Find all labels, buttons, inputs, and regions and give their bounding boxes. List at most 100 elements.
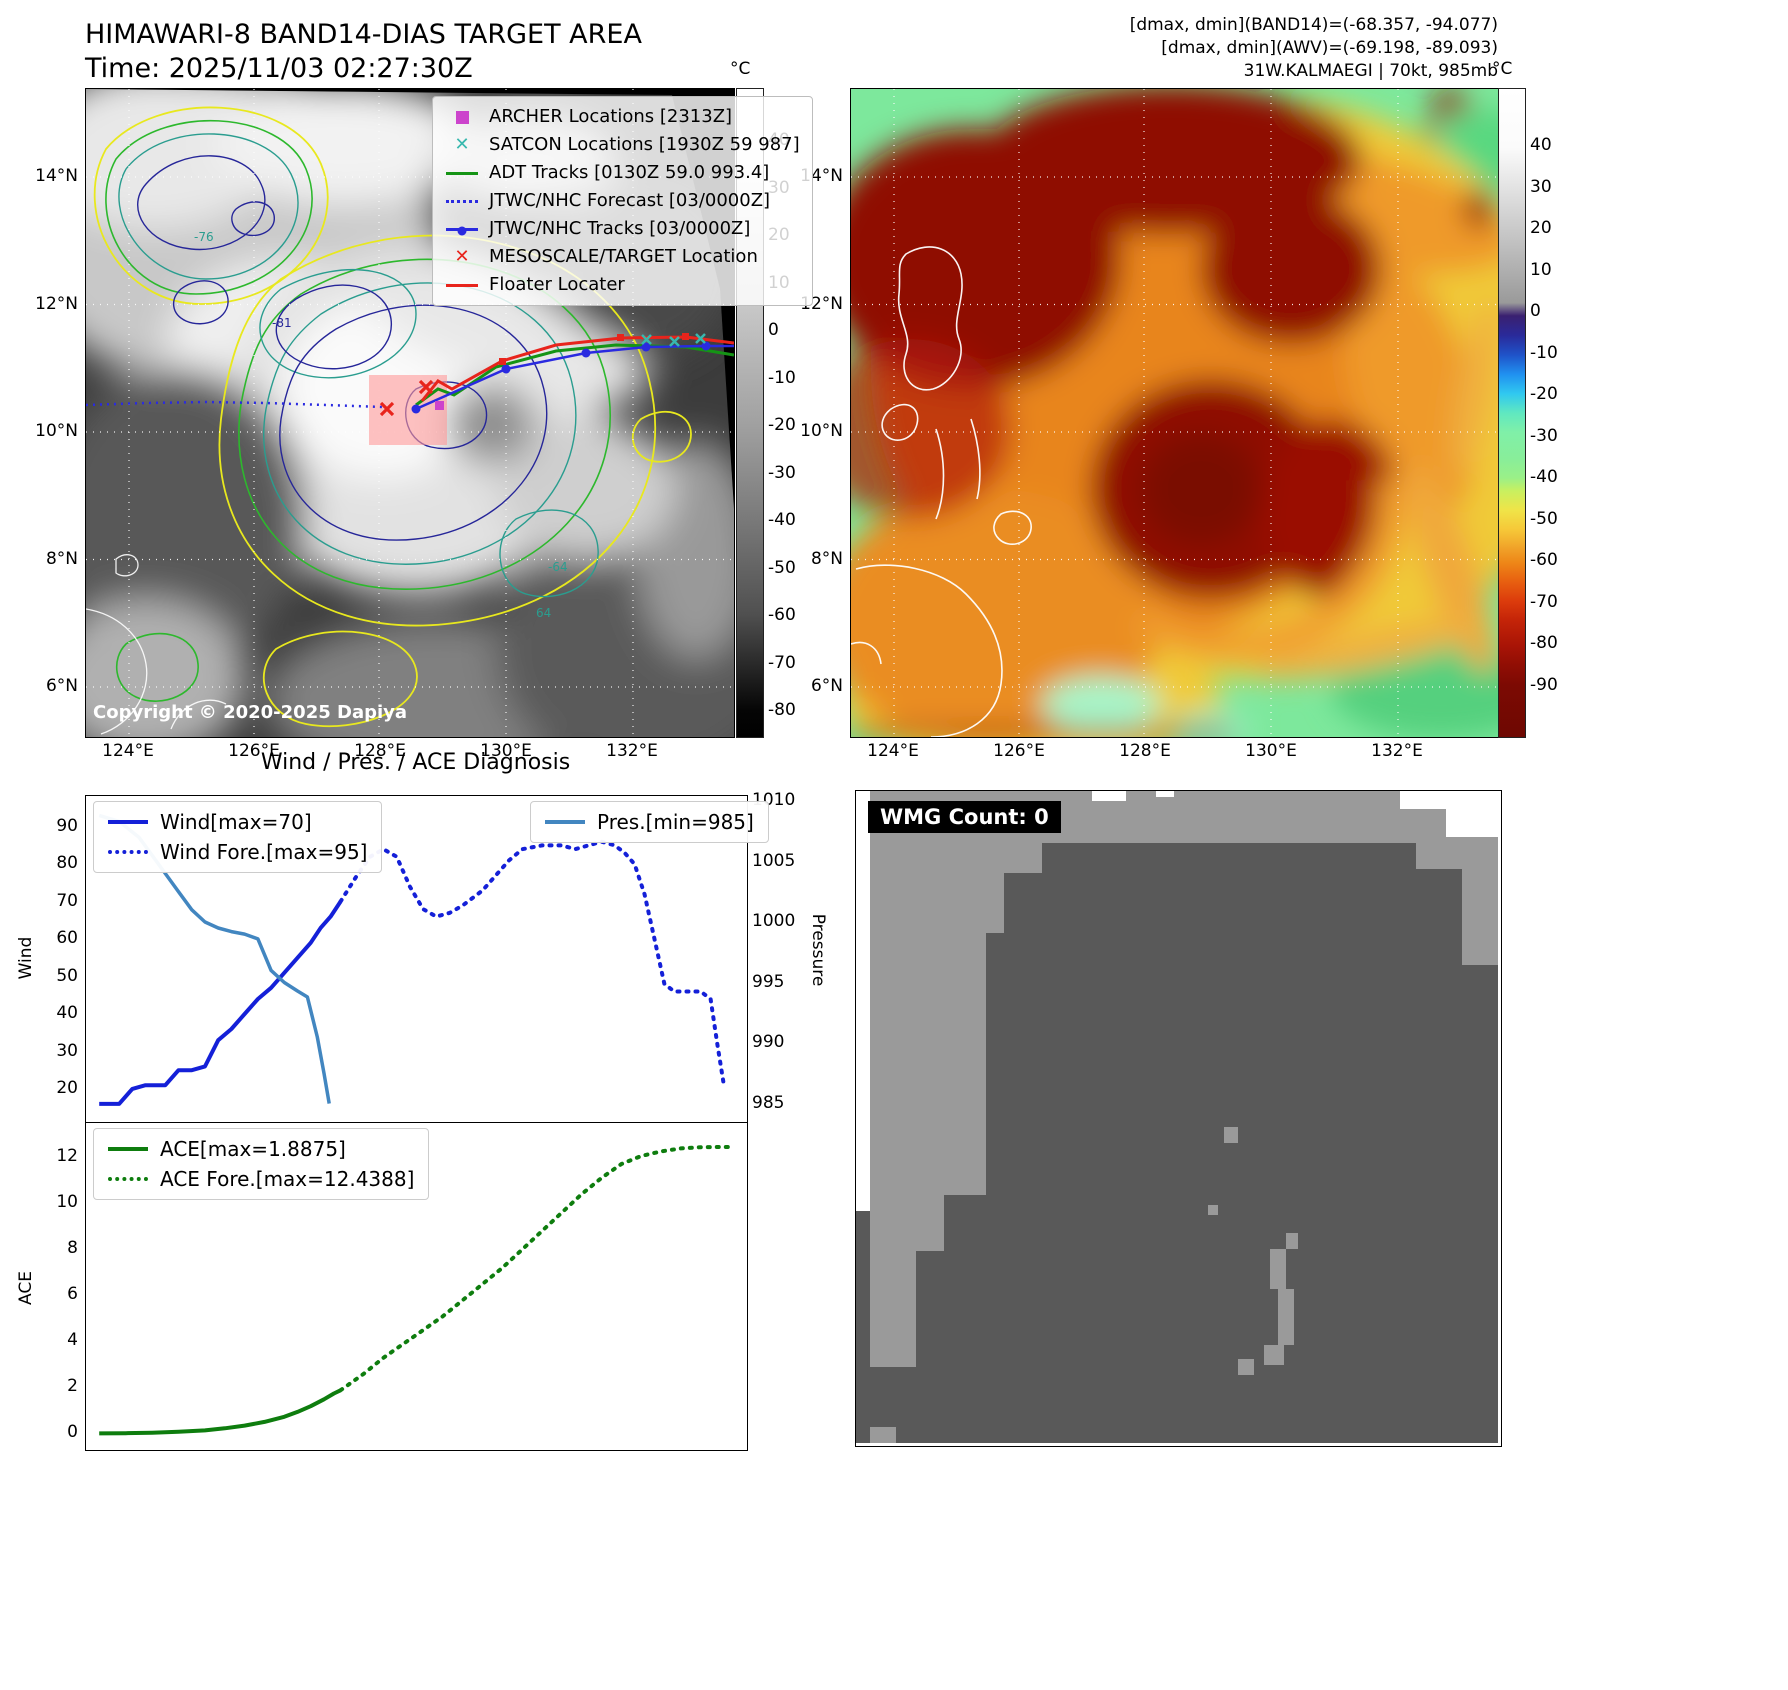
awv-lon-ticks: 124°E 126°E 128°E 130°E 132°E [863, 740, 1427, 762]
y-tick: 10 [56, 1192, 78, 1212]
floater-line-icon [445, 283, 479, 287]
wind-legend: Wind[max=70] Wind Fore.[max=95] [93, 801, 383, 873]
archer-square-icon [445, 110, 479, 124]
jtwc-track-points [411, 341, 711, 414]
legend-row-jtwc-tracks: JTWC/NHC Tracks [03/0000Z] [445, 218, 800, 240]
lat-tick: 10°N [35, 421, 78, 441]
colorbar-tick: -90 [1530, 674, 1558, 695]
lat-tick: 10°N [800, 421, 843, 441]
colorbar-tick: 30 [1530, 176, 1552, 197]
pressure-line-icon [545, 820, 585, 824]
copyright-text: Copyright © 2020-2025 Dapiya [93, 702, 408, 723]
y-tick: 2 [67, 1376, 78, 1396]
ace-observed-line [99, 1388, 342, 1436]
legend-row-adt: ADT Tracks [0130Z 59.0 993.4] [445, 162, 800, 184]
jtwc-track-line [415, 344, 734, 411]
colorbar-tick: -80 [1530, 633, 1558, 654]
wind-line-icon [108, 820, 148, 824]
colorbar-tick: -20 [768, 415, 796, 435]
lon-tick: 126°E [228, 741, 280, 761]
mesoscale-x-icon: ✕ [454, 246, 470, 267]
legend-label: ACE[max=1.8875] [160, 1137, 346, 1161]
lon-tick: 130°E [480, 741, 532, 761]
lat-tick: 12°N [35, 293, 78, 314]
legend-label: MESOSCALE/TARGET Location [489, 246, 758, 267]
y-tick: 70 [56, 890, 78, 911]
y-tick: 90 [56, 816, 78, 836]
wind-axis-ticks: 90 80 70 60 50 40 30 20 [34, 815, 78, 1099]
lon-tick: 126°E [993, 741, 1045, 761]
band14-lon-ticks: 124°E 126°E 128°E 130°E 132°E [98, 740, 662, 762]
colorbar-tick: -70 [1530, 591, 1558, 612]
legend-label: ARCHER Locations [2313Z] [489, 106, 733, 127]
ace-line-icon [108, 1147, 148, 1151]
legend-label: JTWC/NHC Tracks [03/0000Z] [489, 218, 751, 239]
legend-row-wind: Wind[max=70] [108, 811, 367, 833]
band14-title: HIMAWARI-8 BAND14-DIAS TARGET AREA [85, 19, 642, 50]
y-tick: 985 [752, 1092, 785, 1113]
legend-label: SATCON Locations [1930Z 59 987] [489, 134, 800, 155]
lon-tick: 130°E [1245, 741, 1297, 761]
awv-grid [851, 89, 1499, 737]
y-tick: 6 [67, 1284, 78, 1304]
y-tick: 60 [56, 928, 78, 949]
wmg-frame: WMG Count: 0 [855, 790, 1502, 1447]
lon-tick: 132°E [1371, 741, 1423, 761]
coastlines [851, 246, 1032, 737]
pressure-legend: Pres.[min=985] [530, 801, 769, 843]
y-tick: 990 [752, 1032, 785, 1053]
legend-label: JTWC/NHC Forecast [03/0000Z] [489, 190, 771, 211]
band14-time: Time: 2025/11/03 02:27:30Z [85, 53, 473, 84]
lat-tick: 6°N [45, 676, 78, 696]
lon-tick: 132°E [606, 741, 658, 761]
y-tick: 20 [56, 1077, 78, 1098]
lat-tick: 8°N [45, 548, 78, 569]
ace-axis-ticks: 12 10 8 6 4 2 0 [34, 1145, 78, 1443]
colorbar-tick: -50 [1530, 508, 1558, 529]
pressure-axis-ticks: 1010 1005 1000 995 990 985 [752, 789, 800, 1114]
colorbar-tick: 0 [768, 320, 779, 340]
legend-label: Wind[max=70] [160, 810, 312, 834]
ace-forecast-dotted-icon [108, 1177, 148, 1181]
colorbar-tick: -50 [768, 557, 796, 578]
legend-row-floater: Floater Locater [445, 274, 800, 296]
satcon-location-markers [641, 333, 706, 347]
lat-tick: 6°N [810, 676, 843, 696]
colorbar-tick: -60 [1530, 550, 1558, 571]
y-tick: 80 [56, 853, 78, 874]
y-tick: 0 [67, 1422, 78, 1442]
lon-tick: 124°E [867, 741, 919, 761]
lon-tick: 128°E [1119, 741, 1171, 761]
y-tick: 1000 [752, 911, 796, 932]
y-tick: 995 [752, 971, 785, 992]
awv-header: [dmax, dmin](BAND14)=(-68.357, -94.077) … [1100, 14, 1498, 83]
colorbar-tick: 20 [1530, 218, 1552, 239]
y-tick: 40 [56, 1003, 78, 1024]
legend-row-satcon: ✕ SATCON Locations [1930Z 59 987] [445, 134, 800, 156]
legend-label: Pres.[min=985] [597, 810, 754, 834]
legend-row-pres: Pres.[min=985] [545, 811, 754, 833]
legend-label: Floater Locater [489, 274, 625, 295]
dmax-dmin-awv: [dmax, dmin](AWV)=(-69.198, -89.093) [1161, 38, 1498, 58]
mesoscale-target-markers [379, 379, 434, 417]
colorbar-tick: -10 [768, 367, 796, 388]
storm-id-intensity: 31W.KALMAEGI | 70kt, 985mb [1243, 61, 1498, 81]
lat-tick: 8°N [810, 548, 843, 569]
awv-colorbar-ticks: 40 30 20 10 0 -10 -20 -30 -40 -50 -60 -70 -80 -90 [1530, 134, 1574, 696]
lon-tick: 128°E [354, 741, 406, 761]
ace-legend: ACE[max=1.8875] ACE Fore.[max=12.4388] [93, 1128, 430, 1200]
colorbar-tick: 10 [1530, 259, 1552, 280]
floater-track-points [499, 333, 689, 365]
svg-text:-81: -81 [272, 316, 292, 330]
jtwc-track-line-icon [445, 226, 479, 235]
colorbar-tick: -40 [768, 510, 796, 530]
y-tick: 12 [56, 1146, 78, 1166]
wmg-missing-data [1092, 791, 1498, 837]
jtwc-forecast-dotted-icon [445, 199, 479, 203]
colorbar-tick: -10 [1530, 342, 1558, 363]
dmax-dmin-band14: [dmax, dmin](BAND14)=(-68.357, -94.077) [1129, 15, 1498, 35]
ace-forecast-line [338, 1145, 733, 1393]
